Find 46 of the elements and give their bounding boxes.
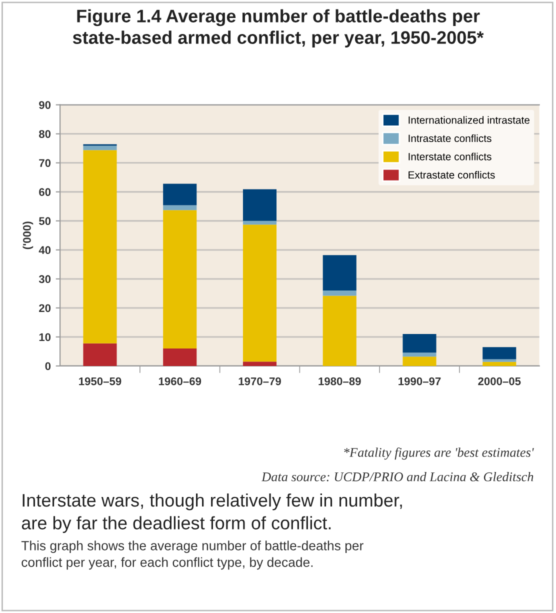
chart-title: Figure 1.4 Average number of battle-deaths per state-based armed conflict, per year, 1950-2005* bbox=[72, 9, 484, 48]
y-tick-label: 40 bbox=[38, 246, 51, 254]
bar bbox=[322, 255, 356, 291]
x-tick-label: 1980–89 bbox=[318, 377, 361, 386]
bar bbox=[322, 290, 356, 296]
y-tick-label: 30 bbox=[38, 275, 51, 284]
y-tick-label: 50 bbox=[39, 217, 51, 226]
y-tick-label: 20 bbox=[39, 304, 51, 312]
bar bbox=[163, 205, 197, 210]
x-tick-label: 1970–79 bbox=[238, 377, 281, 386]
source-note: Data source: UCDP/PRIO and Lacina & Gleditsch bbox=[261, 472, 534, 482]
x-tick-label: 1990–97 bbox=[398, 377, 441, 386]
bar bbox=[163, 184, 197, 206]
bar bbox=[242, 224, 277, 362]
y-tick-label: 60 bbox=[39, 188, 51, 196]
y-tick-label: 70 bbox=[39, 159, 51, 167]
x-tick-label: 1960–69 bbox=[158, 377, 202, 386]
text: This graph shows the average number of battle-deaths per conflict per year, for each conflict type, by decade. bbox=[21, 540, 364, 570]
bar bbox=[322, 296, 356, 366]
y-axis-title: ('000) bbox=[22, 222, 34, 250]
legend-label: Interstate conflicts bbox=[408, 152, 492, 160]
text: Interstate wars, though relatively few in number, are by far the deadliest form of conflict. bbox=[22, 493, 402, 534]
bar bbox=[482, 359, 516, 362]
bar bbox=[402, 356, 436, 366]
x-tick-label: 1950–59 bbox=[79, 377, 122, 386]
bar bbox=[83, 146, 117, 150]
legend-label: Intrastate conflicts bbox=[408, 134, 492, 142]
y-tick-label: 90 bbox=[39, 101, 51, 109]
text: *Fatality figures are 'best estimates' bbox=[344, 447, 534, 460]
y-tick-label: 0 bbox=[45, 362, 51, 370]
bar bbox=[163, 348, 197, 366]
bar bbox=[242, 189, 277, 221]
x-tick-label: 2000–05 bbox=[478, 377, 521, 386]
bar bbox=[402, 334, 436, 353]
bar bbox=[482, 347, 516, 360]
bar bbox=[242, 362, 277, 366]
legend-label: Internationalized intrastate bbox=[408, 116, 530, 124]
legend-label: Extrastate conflicts bbox=[408, 170, 495, 179]
bar bbox=[163, 210, 197, 349]
bar bbox=[402, 352, 436, 357]
bar bbox=[482, 362, 516, 366]
bar bbox=[83, 343, 117, 366]
bar bbox=[83, 150, 117, 344]
bar bbox=[242, 220, 277, 225]
y-tick-label: 80 bbox=[39, 130, 51, 138]
y-tick-label: 10 bbox=[39, 333, 51, 342]
